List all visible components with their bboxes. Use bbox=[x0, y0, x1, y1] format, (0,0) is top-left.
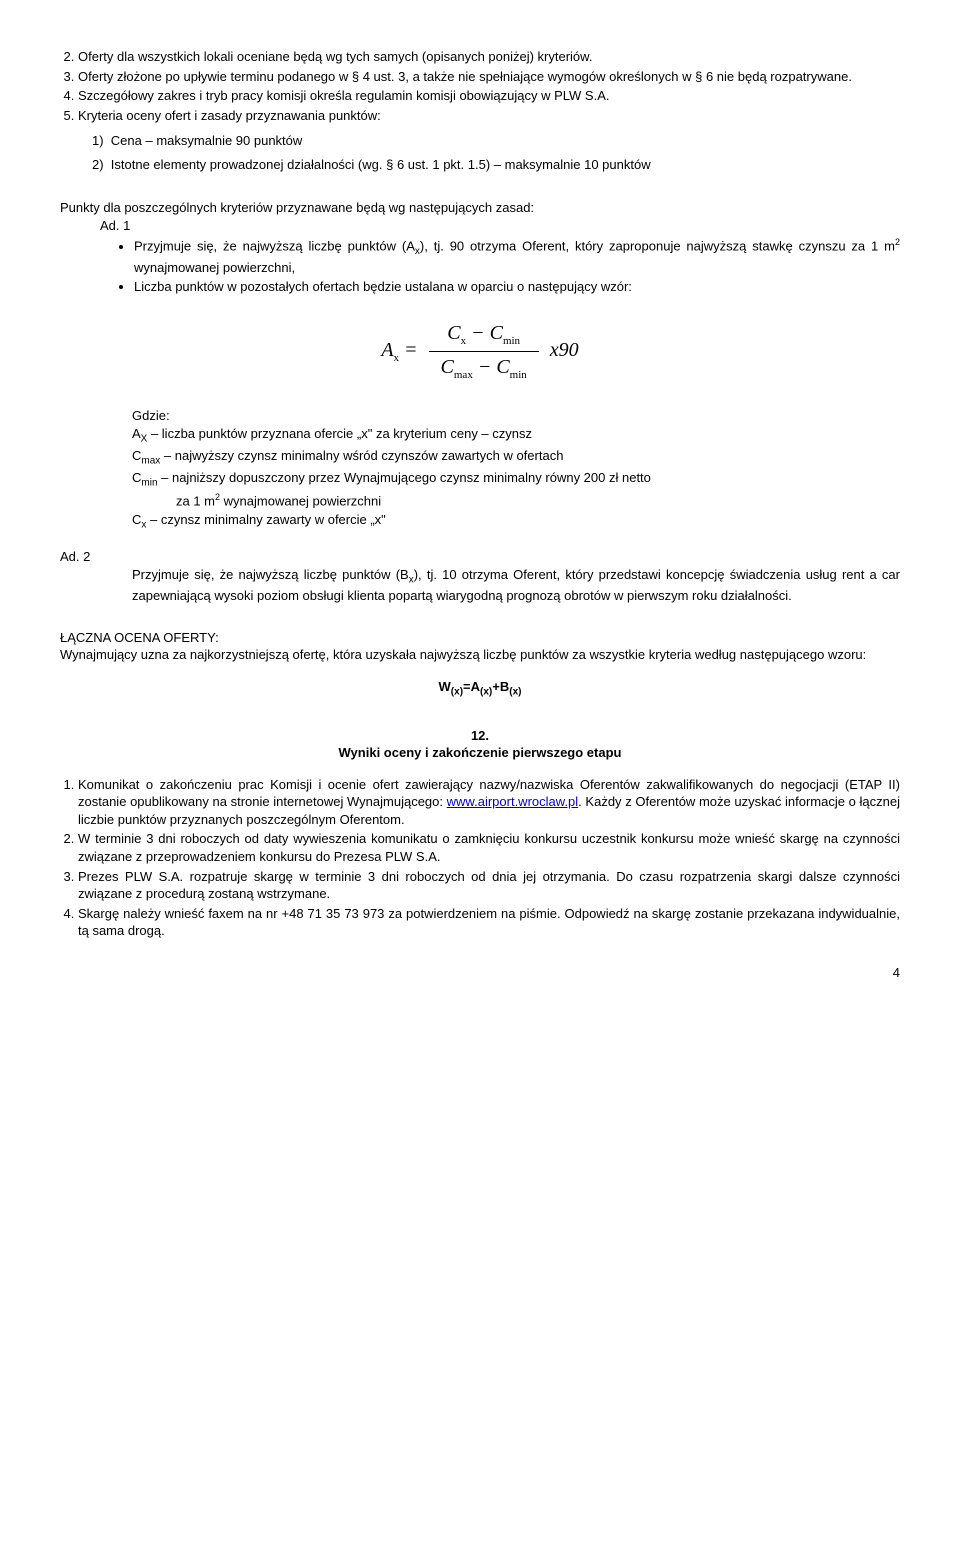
ad1-bullet-2: Liczba punktów w pozostałych ofertach bę… bbox=[134, 278, 900, 296]
list-item-5: Kryteria oceny ofert i zasady przyznawan… bbox=[78, 107, 900, 174]
fn-b: − C bbox=[466, 322, 503, 344]
ad1-b1-b: ), tj. 90 otrzyma Oferent, który zapropo… bbox=[420, 239, 895, 254]
criteria-sublist: 1) Cena – maksymalnie 90 punktów 2) Isto… bbox=[78, 132, 900, 173]
g3s: min bbox=[141, 478, 157, 489]
wf-s1: (x) bbox=[451, 686, 463, 697]
list-item-3: Oferty złożone po upływie terminu podane… bbox=[78, 68, 900, 86]
wf-a: =A bbox=[463, 679, 480, 694]
gdzie-line-3: Cmin – najniższy dopuszczony przez Wynaj… bbox=[132, 469, 900, 490]
ad1-bullet-1: Przyjmuje się, że najwyższą liczbę punkt… bbox=[134, 236, 900, 276]
g1b: – liczba punktów przyznana ofercie „x" z… bbox=[147, 426, 532, 441]
ad1-label: Ad. 1 bbox=[100, 217, 900, 235]
formula-fraction: Cx − Cmin Cmax − Cmin bbox=[429, 320, 539, 383]
ad1-b1-a: Przyjmuje się, że najwyższą liczbę punkt… bbox=[134, 239, 415, 254]
g2s: max bbox=[141, 456, 160, 467]
wf-w: W bbox=[439, 679, 451, 694]
laczna-title: ŁĄCZNA OCENA OFERTY: bbox=[60, 629, 900, 647]
gdzie-line-2: Cmax – najwyższy czynsz minimalny wśród … bbox=[132, 447, 900, 468]
formula-A-sub: x bbox=[394, 352, 400, 364]
ad1-b1-c: wynajmowanej powierzchni, bbox=[134, 260, 295, 275]
g3d: wynajmowanej powierzchni bbox=[220, 494, 381, 509]
formula-A: A bbox=[381, 339, 393, 361]
ad2-label: Ad. 2 bbox=[60, 548, 900, 566]
section-12-title: Wyniki oceny i zakończenie pierwszego et… bbox=[60, 744, 900, 762]
airport-link[interactable]: www.airport.wroclaw.pl bbox=[447, 794, 579, 809]
s12-item-4: Skargę należy wnieść faxem na nr +48 71 … bbox=[78, 905, 900, 940]
g2b: – najwyższy czynsz minimalny wśród czyns… bbox=[160, 448, 563, 463]
section-12-list: Komunikat o zakończeniu prac Komisji i o… bbox=[60, 776, 900, 940]
page-number: 4 bbox=[60, 964, 900, 982]
list-item-2: Oferty dla wszystkich lokali oceniane bę… bbox=[78, 48, 900, 66]
sup-2: 2 bbox=[895, 237, 900, 247]
top-ordered-list: Oferty dla wszystkich lokali oceniane bę… bbox=[60, 48, 900, 173]
fn-a: C bbox=[447, 322, 460, 344]
s12-item-2: W terminie 3 dni roboczych od daty wywie… bbox=[78, 830, 900, 865]
criteria-2: 2) Istotne elementy prowadzonej działaln… bbox=[92, 156, 900, 174]
punkty-intro: Punkty dla poszczególnych kryteriów przy… bbox=[60, 199, 900, 217]
g3c: za 1 m bbox=[176, 494, 215, 509]
formula-ax: Ax = Cx − Cmin Cmax − Cmin x90 bbox=[60, 320, 900, 383]
gdzie-line-1: AX – liczba punktów przyznana ofercie „x… bbox=[132, 425, 900, 446]
section-12-number: 12. bbox=[60, 727, 900, 745]
g3b: – najniższy dopuszczony przez Wynajmując… bbox=[158, 470, 651, 485]
ad2-text: Przyjmuje się, że najwyższą liczbę punkt… bbox=[132, 566, 900, 605]
gdzie-label: Gdzie: bbox=[132, 407, 900, 425]
fd-b: − C bbox=[473, 356, 510, 378]
ad1-bullets: Przyjmuje się, że najwyższą liczbę punkt… bbox=[106, 236, 900, 296]
ad2-a: Przyjmuje się, że najwyższą liczbę punkt… bbox=[132, 567, 409, 582]
g1a: A bbox=[132, 426, 141, 441]
gdzie-line-3b: za 1 m2 wynajmowanej powierzchni bbox=[176, 491, 900, 510]
s12-item-3: Prezes PLW S.A. rozpatruje skargę w term… bbox=[78, 868, 900, 903]
criteria-1-text: Cena – maksymalnie 90 punktów bbox=[111, 133, 303, 148]
criteria-1: 1) Cena – maksymalnie 90 punktów bbox=[92, 132, 900, 150]
g2a: C bbox=[132, 448, 141, 463]
s12-item-1: Komunikat o zakończeniu prac Komisji i o… bbox=[78, 776, 900, 829]
formula-eq: = bbox=[404, 339, 423, 361]
list-item-4: Szczegółowy zakres i tryb pracy komisji … bbox=[78, 87, 900, 105]
fd-s2: min bbox=[510, 369, 527, 381]
wf-s3: (x) bbox=[509, 686, 521, 697]
laczna-text: Wynajmujący uzna za najkorzystniejszą of… bbox=[60, 646, 900, 664]
wf-b: +B bbox=[492, 679, 509, 694]
list-item-5-text: Kryteria oceny ofert i zasady przyznawan… bbox=[78, 108, 381, 123]
g4a: C bbox=[132, 512, 141, 527]
formula-rhs: x90 bbox=[550, 339, 579, 361]
gdzie-block: Gdzie: AX – liczba punktów przyznana ofe… bbox=[132, 407, 900, 533]
formula-denominator: Cmax − Cmin bbox=[429, 352, 539, 383]
fd-s1: max bbox=[454, 369, 473, 381]
g4b: – czynsz minimalny zawarty w ofercie „x" bbox=[146, 512, 385, 527]
fd-a: C bbox=[441, 356, 454, 378]
wx-formula: W(x)=A(x)+B(x) bbox=[60, 678, 900, 699]
fn-s2: min bbox=[503, 335, 520, 347]
wf-s2: (x) bbox=[480, 686, 492, 697]
formula-numerator: Cx − Cmin bbox=[429, 320, 539, 352]
gdzie-line-4: Cx – czynsz minimalny zawarty w ofercie … bbox=[132, 511, 900, 532]
criteria-2-text: Istotne elementy prowadzonej działalnośc… bbox=[111, 157, 651, 172]
g3a: C bbox=[132, 470, 141, 485]
